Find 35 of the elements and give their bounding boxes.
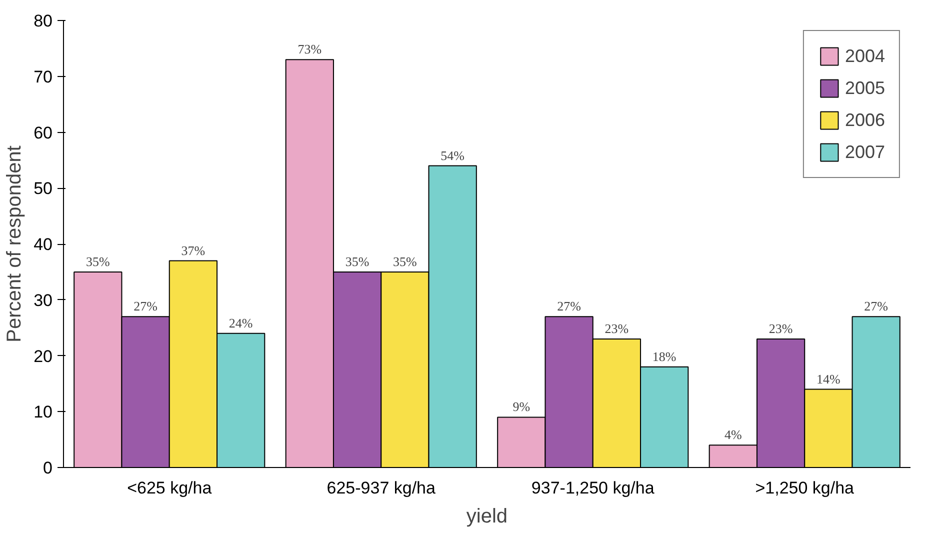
x-tick-label: 625-937 kg/ha [326, 478, 436, 498]
y-tick-label: 20 [34, 346, 53, 366]
x-tick-label: 937-1,250 kg/ha [531, 478, 655, 498]
data-label: 24% [228, 315, 253, 330]
x-tick-label: <625 kg/ha [127, 478, 212, 498]
y-tick-label: 80 [34, 12, 53, 30]
legend-label: 2005 [844, 78, 885, 98]
data-label: 35% [86, 254, 110, 269]
y-axis-title: Percent of respondent [4, 145, 26, 342]
data-label: 4% [724, 427, 742, 442]
x-axis-title: yield [466, 506, 508, 528]
data-label: 27% [557, 298, 582, 314]
y-tick-label: 70 [34, 67, 53, 86]
y-tick-label: 40 [34, 235, 53, 254]
y-tick-label: 10 [34, 402, 53, 422]
legend-label: 2004 [844, 46, 885, 66]
data-label: 35% [345, 254, 370, 269]
data-label: 54% [440, 148, 465, 163]
y-tick-label: 50 [34, 179, 53, 198]
data-label: 9% [512, 399, 530, 414]
data-label: 37% [181, 242, 206, 258]
x-tick-label: >1,250 kg/ha [755, 478, 855, 498]
data-label: 35% [393, 254, 418, 269]
legend-label: 2007 [844, 142, 885, 162]
legend-label: 2006 [844, 110, 885, 130]
data-label: 23% [768, 320, 793, 336]
data-label: 27% [134, 298, 158, 314]
data-label: 23% [604, 320, 629, 336]
data-label: 73% [298, 42, 322, 57]
data-label: 14% [816, 371, 841, 386]
y-tick-label: 60 [34, 123, 53, 142]
y-tick-label: 30 [34, 290, 53, 310]
data-label: 27% [864, 298, 888, 314]
y-tick-label: 0 [43, 458, 53, 478]
data-label: 18% [652, 348, 676, 364]
